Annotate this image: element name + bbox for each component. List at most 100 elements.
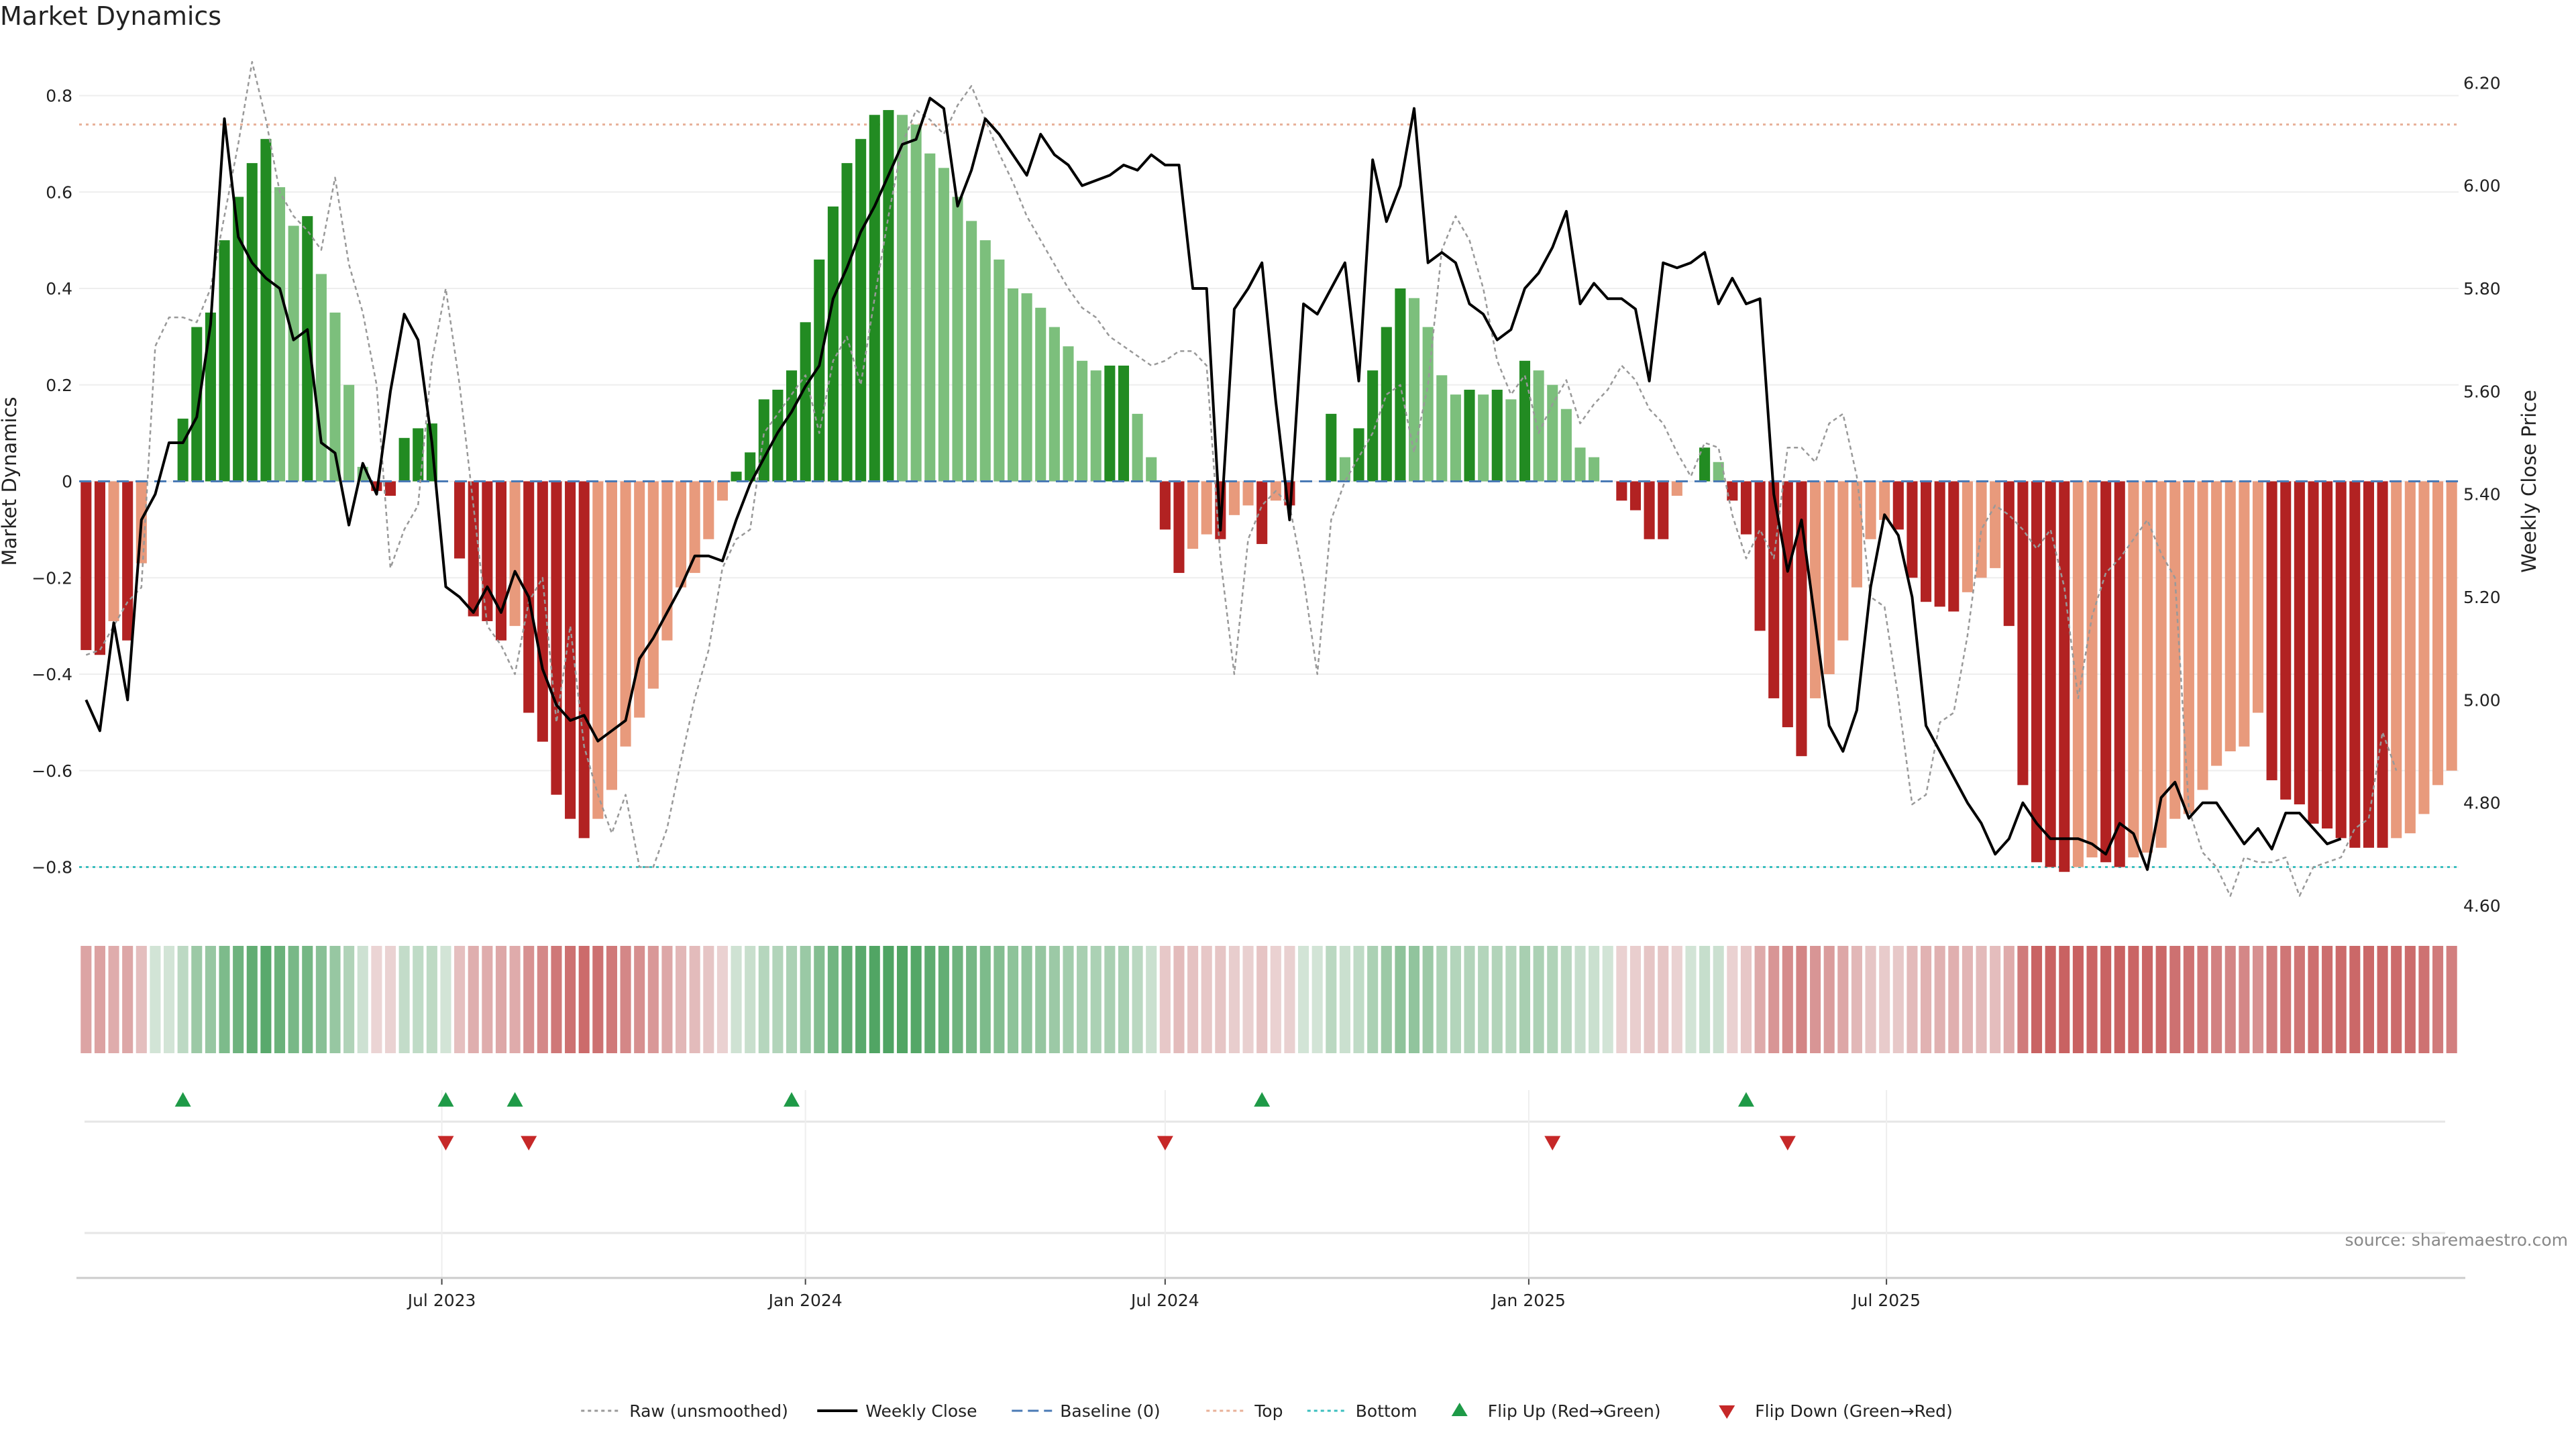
dynamics-bar — [910, 124, 922, 482]
heat-strip-cell — [1574, 946, 1586, 1053]
legend-item: Raw (unsmoothed) — [581, 1401, 788, 1421]
dynamics-bar — [745, 452, 756, 482]
heat-strip-cell — [1948, 946, 1960, 1053]
heat-strip-cell — [1090, 946, 1102, 1053]
dynamics-bar — [1533, 370, 1544, 482]
heat-strip-cell — [2114, 946, 2125, 1053]
legend-label: Flip Down (Green→Red) — [1755, 1401, 1953, 1421]
heat-strip-cell — [1768, 946, 1780, 1053]
y-right-axis-label: Weekly Close Price — [2518, 390, 2540, 573]
dynamics-bar — [1146, 457, 1157, 482]
heat-strip-cell — [966, 946, 977, 1053]
y-right-tick-label: 5.00 — [2463, 690, 2501, 710]
heat-strip-cell — [2100, 946, 2112, 1053]
heat-strip-cell — [1215, 946, 1226, 1053]
dynamics-bar — [2045, 481, 2056, 867]
heat-strip-cell — [1754, 946, 1766, 1053]
heat-strip-cell — [2349, 946, 2361, 1053]
legend-label: Top — [1254, 1401, 1283, 1421]
heat-strip-cell — [1104, 946, 1116, 1053]
heat-strip-cell — [1298, 946, 1309, 1053]
heat-strip-cell — [1187, 946, 1199, 1053]
dynamics-bar — [1132, 413, 1143, 482]
dynamics-bar — [1505, 399, 1517, 482]
flip-down-marker — [521, 1136, 537, 1150]
heat-strip-cell — [1146, 946, 1157, 1053]
heat-strip-cell — [1699, 946, 1711, 1053]
dynamics-bar — [1671, 481, 1682, 496]
heat-strip-cell — [676, 946, 687, 1053]
dynamics-bar — [2280, 481, 2292, 800]
dynamics-bar — [716, 481, 728, 501]
y-left-tick-label: 0 — [62, 472, 72, 492]
dynamics-bar — [274, 187, 286, 482]
heat-strip-cell — [661, 946, 673, 1053]
dynamics-bar — [1201, 481, 1212, 535]
heat-strip-cell — [647, 946, 659, 1053]
heat-strip-cell — [1962, 946, 1973, 1053]
dynamics-bar — [1228, 481, 1240, 515]
dynamics-bar — [966, 221, 977, 482]
dynamics-bar — [2391, 481, 2402, 839]
dynamics-bar — [620, 481, 631, 747]
dynamics-bar — [2239, 481, 2250, 747]
flip-down-marker — [1544, 1136, 1561, 1150]
flip-up-marker — [1254, 1092, 1271, 1107]
heat-strip-cell — [1367, 946, 1379, 1053]
dynamics-bar — [1049, 327, 1060, 482]
heat-strip-cell — [371, 946, 382, 1053]
heat-strip-cell — [1270, 946, 1281, 1053]
dynamics-bar — [800, 322, 811, 482]
dynamics-bar — [1104, 366, 1116, 482]
heat-strip-cell — [2197, 946, 2208, 1053]
heat-strip-cell — [2363, 946, 2374, 1053]
dynamics-bar — [1256, 481, 1268, 544]
dynamics-bar — [2224, 481, 2236, 751]
y-left-tick-label: 0.8 — [46, 87, 72, 106]
flip-up-marker — [174, 1092, 191, 1107]
heat-strip-cell — [578, 946, 590, 1053]
dynamics-bar — [565, 481, 576, 819]
heat-strip-cell — [2391, 946, 2402, 1053]
y-left-tick-label: 0.4 — [46, 279, 72, 299]
dynamics-bar — [1948, 481, 1960, 612]
heat-strip-cell — [1505, 946, 1517, 1053]
legend-label: Flip Up (Red→Green) — [1488, 1401, 1661, 1421]
heat-strip-cell — [1892, 946, 1904, 1053]
heat-strip-cell — [1616, 946, 1627, 1053]
dynamics-bar — [1478, 394, 1489, 482]
heat-strip-cell — [2404, 946, 2416, 1053]
dynamics-bar — [979, 240, 991, 482]
heat-strip-cell — [274, 946, 286, 1053]
heat-strip-cell — [745, 946, 756, 1053]
heat-strip-cell — [1629, 946, 1642, 1053]
heat-strip-cell — [2086, 946, 2098, 1053]
heat-strip-cell — [592, 946, 604, 1053]
heat-strip-cell — [343, 946, 355, 1053]
heat-strip-cell — [440, 946, 451, 1053]
dynamics-bar — [2266, 481, 2277, 781]
heat-strip-cell — [1408, 946, 1420, 1053]
x-tick-label: Jul 2023 — [407, 1291, 476, 1310]
heat-strip-cell — [260, 946, 272, 1053]
heat-strip-cell — [2141, 946, 2153, 1053]
heat-strip-cell — [1851, 946, 1862, 1053]
heat-strip-cell — [426, 946, 437, 1053]
dynamics-bar — [1118, 366, 1130, 482]
dynamics-bar — [1727, 481, 1738, 501]
flip-down-marker — [437, 1136, 454, 1150]
dynamics-bar — [758, 399, 769, 482]
heat-strip-cell — [2418, 946, 2430, 1053]
raw-unsmoothed-line — [85, 60, 2398, 897]
heat-strip-cell — [246, 946, 258, 1053]
heat-strip-cell — [537, 946, 548, 1053]
y-right-tick-label: 5.60 — [2463, 382, 2501, 401]
dynamics-bar — [315, 274, 327, 482]
dynamics-bar — [1408, 298, 1420, 482]
heat-strip-cell — [398, 946, 410, 1053]
dynamics-bar — [1035, 307, 1046, 482]
dynamics-bar — [454, 481, 466, 559]
dynamics-bar — [1589, 457, 1600, 482]
dynamics-bar — [1823, 481, 1835, 674]
dynamics-bar — [329, 312, 341, 482]
